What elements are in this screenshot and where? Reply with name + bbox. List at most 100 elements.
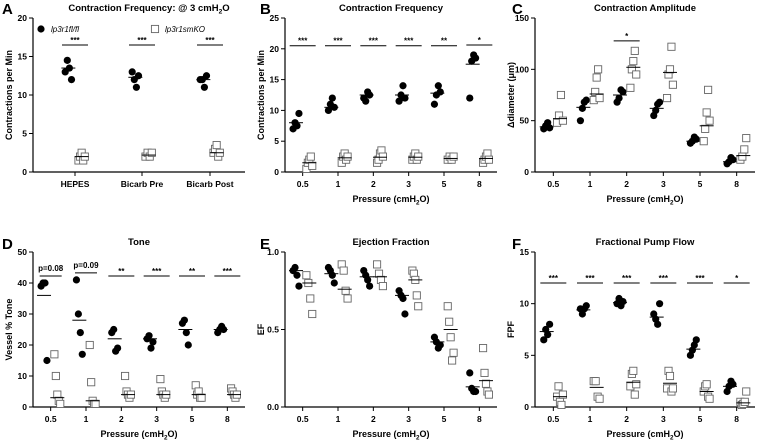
y-axis-label: FPF [506,320,516,338]
y-tick-label: 0 [22,167,27,177]
x-tick-label: 1 [84,414,89,424]
series-flfl-group [723,154,738,168]
series-smko-group [302,271,317,319]
data-point [147,148,156,157]
significance-label: *** [549,274,559,283]
x-tick-label: HEPES [61,179,90,189]
data-point [443,302,452,311]
series-smko-group [589,65,604,105]
x-tick-label: 0.5 [547,179,559,189]
data-point [663,94,672,103]
panel-letter: F [512,236,521,253]
series-smko-group [478,344,493,399]
data-point [466,94,474,102]
y-tick-label: 100 [515,64,529,74]
data-point [308,309,317,319]
data-point [472,54,480,62]
data-point [364,276,372,284]
y-tick-label: 10 [18,90,28,100]
series-smko-group [552,382,567,409]
data-point [324,106,333,114]
series-smko-group [337,260,352,303]
data-point [632,380,641,389]
data-point [702,108,711,117]
y-tick-label: 15 [520,247,530,257]
legend-marker [37,25,45,33]
data-point [330,279,338,287]
y-tick-label: 15 [18,52,28,62]
x-axis-label: Pressure (cmH2O) [606,429,683,442]
data-point [399,294,407,303]
x-tick-label: 1 [588,414,593,424]
data-point [705,394,714,403]
y-tick-label: 0 [524,167,529,177]
series-smko-group [337,149,352,167]
chart-title: Contraction Frequency: @ 3 cmH2O [68,3,229,16]
series-flfl-group [324,263,339,287]
series-smko-group [156,375,171,402]
legend-label: lp3r1fl/fl [51,25,79,34]
x-tick-label: Bicarb Pre [121,179,164,189]
data-point [134,72,143,80]
data-point [41,279,49,287]
chart-title: Fractional Pump Flow [596,237,695,248]
significance-label: * [735,274,739,283]
data-point [540,336,548,344]
x-tick-label: 0.5 [45,414,57,424]
significance-label: ** [441,37,448,46]
y-tick-label: 0 [524,402,529,412]
series-smko-group [589,377,604,403]
significance-label: * [625,32,629,41]
data-point [632,70,641,79]
data-point [544,331,552,339]
significance-label: *** [298,37,308,46]
series-smko-group [372,146,387,167]
data-point [654,320,662,328]
series-smko-group [209,140,224,161]
data-point [328,271,336,279]
data-point [373,260,382,269]
data-point [448,356,457,365]
series-smko-group [699,380,714,403]
series-flfl-group [359,267,374,290]
data-point [591,377,600,386]
data-point [738,152,747,161]
data-point [445,317,454,326]
significance-label: *** [369,37,379,46]
data-point [63,56,71,64]
data-point [656,300,664,308]
data-point [395,97,403,105]
series-smko-group [626,46,641,92]
panel-c: C Contraction Amplitude 0 50 100 150 0.5 1 2 3 5 8 Δ… [506,1,755,207]
data-point [558,390,567,399]
legend-marker [150,24,160,34]
x-axis-label: Pressure (cmH2O) [100,429,177,442]
significance-label: *** [585,274,595,283]
data-point [740,397,749,406]
significance-label: *** [205,36,215,45]
data-point [484,155,493,164]
data-point [481,379,491,388]
data-point [50,350,59,359]
series-flfl-group [465,51,480,102]
series-flfl-group [37,279,52,365]
data-point [56,399,65,408]
series-flfl-group [213,322,228,337]
data-point [76,329,84,337]
data-point [446,333,455,342]
panel-letter: E [260,236,270,253]
data-point [665,371,675,381]
series-flfl-group [649,300,664,328]
y-axis-label: Δdiameter (μm) [506,62,516,128]
data-point [436,88,444,96]
y-tick-label: 5 [22,129,27,139]
data-point [399,82,407,90]
significance-label: *** [333,37,343,46]
data-point [449,348,458,357]
series-flfl-group [196,72,211,91]
data-point [145,332,153,340]
y-tick-label: 0.5 [267,325,279,335]
x-tick-label: 8 [734,414,739,424]
series-flfl-group [61,56,76,84]
data-point [594,65,603,74]
